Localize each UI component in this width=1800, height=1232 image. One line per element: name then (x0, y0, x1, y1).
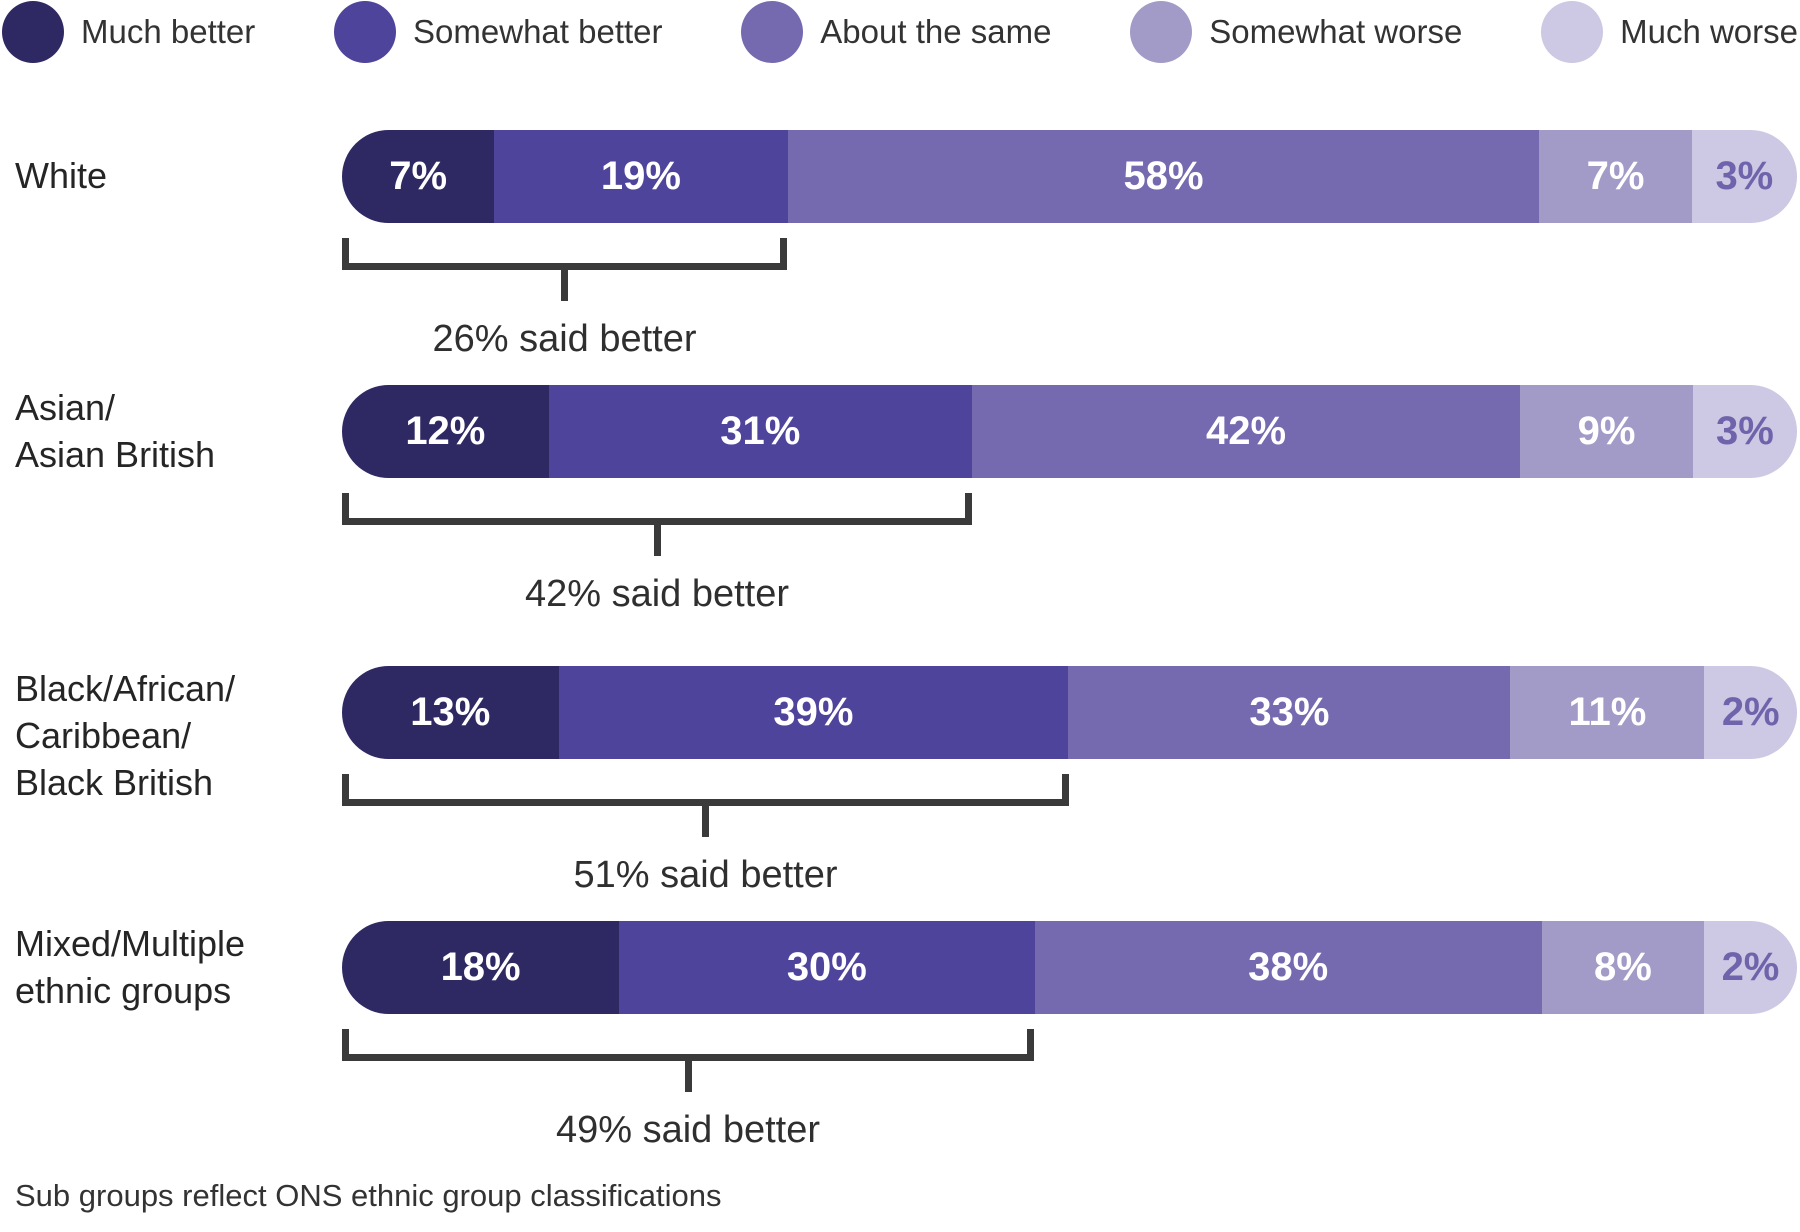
bar-segment-much-worse: 3% (1691, 130, 1797, 223)
segment-value-label: 58% (1123, 154, 1204, 198)
legend-label: Somewhat worse (1209, 13, 1463, 50)
segment-value-label: 7% (389, 154, 448, 198)
bar-segment-much-worse: 3% (1692, 385, 1797, 478)
segment-value-label: 13% (410, 690, 491, 734)
footnote: Sub groups reflect ONS ethnic group clas… (15, 1178, 722, 1213)
bar-segment-much-worse: 2% (1704, 666, 1797, 759)
segment-value-label: 9% (1577, 409, 1636, 453)
bar-segment-somewhat-worse: 7% (1539, 130, 1692, 223)
bar-segment-much-worse: 2% (1703, 921, 1797, 1014)
bar-area: 7% 19% 58% 7% 3% 26% said better (342, 130, 1800, 361)
bar-segment-somewhat-better: 31% (548, 385, 972, 478)
segment-value-label: 3% (1716, 409, 1774, 453)
said-better-label: 42% said better (524, 573, 790, 615)
bar-segment-much-better: 7% (342, 130, 495, 223)
segment-value-label: 2% (1721, 945, 1780, 989)
segment-value-label: 11% (1568, 690, 1647, 734)
stacked-bar: 7% 19% 58% 7% 3% (342, 130, 1797, 223)
bracket-line (342, 238, 787, 270)
legend-label: About the same (820, 13, 1052, 50)
bracket-stem (702, 806, 709, 837)
stacked-bar: 13% 39% 33% 11% 2% (342, 666, 1797, 759)
legend-item-somewhat-better: Somewhat better (334, 1, 663, 63)
segment-value-label: 39% (773, 690, 854, 734)
row-label: Mixed/Multiple ethnic groups (15, 923, 246, 1011)
bar-segment-much-better: 12% (342, 385, 549, 478)
segment-value-label: 7% (1586, 154, 1645, 198)
segment-value-label: 33% (1249, 690, 1330, 734)
segment-value-label: 30% (786, 945, 867, 989)
legend-swatch-circle (1130, 1, 1193, 63)
legend-item-somewhat-worse: Somewhat worse (1130, 1, 1462, 63)
legend-label: Somewhat better (413, 13, 663, 50)
bar-segment-somewhat-better: 19% (494, 130, 788, 223)
said-better-bracket: 42% said better (342, 493, 972, 616)
segment-value-label: 42% (1206, 409, 1287, 453)
bar-segment-somewhat-worse: 9% (1520, 385, 1693, 478)
segment-value-label: 31% (720, 409, 801, 453)
bar-segment-somewhat-better: 39% (558, 666, 1069, 759)
bracket-line (342, 1029, 1034, 1061)
said-better-label: 26% said better (432, 318, 697, 360)
bracket-stem (561, 270, 568, 301)
bar-area: 12% 31% 42% 9% 3% 42% said better (342, 385, 1800, 616)
segment-value-label: 3% (1715, 154, 1774, 198)
row-label: Asian/ Asian British (15, 387, 216, 475)
legend-swatch-circle (2, 1, 64, 63)
bar-segment-somewhat-worse: 11% (1510, 666, 1705, 759)
chart-row-mixed: Mixed/Multiple ethnic groups 18% 30% 38%… (0, 921, 1800, 1152)
chart-row-white: White 7% 19% 58% 7% 3% 26% said better (0, 130, 1800, 361)
said-better-bracket: 26% said better (342, 238, 787, 361)
legend-label: Much worse (1620, 13, 1798, 50)
bar-segment-somewhat-worse: 8% (1541, 921, 1704, 1014)
segment-value-label: 12% (405, 409, 486, 453)
legend: Much better Somewhat better About the sa… (0, 0, 1800, 64)
segment-value-label: 8% (1594, 945, 1652, 989)
segment-value-label: 19% (600, 154, 681, 198)
chart-row-asian: Asian/ Asian British 12% 31% 42% 9% 3% 4… (0, 385, 1800, 616)
bar-area: 18% 30% 38% 8% 2% 49% said better (342, 921, 1800, 1152)
segment-value-label: 38% (1248, 945, 1329, 989)
bar-segment-about-the-same: 42% (971, 385, 1521, 478)
bar-segment-about-the-same: 38% (1034, 921, 1542, 1014)
legend-item-much-better: Much better (2, 1, 255, 63)
chart-row-black: Black/African/ Caribbean/ Black British … (0, 666, 1800, 897)
bracket-line (342, 493, 972, 525)
bar-segment-about-the-same: 33% (1068, 666, 1511, 759)
said-better-label: 49% said better (555, 1109, 821, 1151)
bracket-stem (653, 525, 661, 556)
stacked-bar: 12% 31% 42% 9% 3% (342, 385, 1797, 478)
said-better-label: 51% said better (573, 854, 838, 896)
said-better-bracket: 51% said better (342, 774, 1069, 897)
row-label: White (15, 155, 108, 197)
said-better-bracket: 49% said better (342, 1029, 1034, 1152)
legend-label: Much better (81, 13, 256, 50)
bar-segment-somewhat-better: 30% (619, 921, 1035, 1014)
bar-segment-much-better: 13% (342, 666, 559, 759)
bar-segment-much-better: 18% (342, 921, 620, 1014)
legend-swatch-circle (1541, 1, 1604, 63)
bar-area: 13% 39% 33% 11% 2% 51% said better (342, 666, 1800, 897)
bar-segment-about-the-same: 58% (787, 130, 1540, 223)
bracket-stem (684, 1061, 692, 1092)
stacked-bar: 18% 30% 38% 8% 2% (342, 921, 1797, 1014)
segment-value-label: 2% (1721, 690, 1780, 734)
row-label: Black/African/ Caribbean/ Black British (15, 668, 236, 803)
legend-item-much-worse: Much worse (1541, 1, 1798, 63)
legend-swatch-circle (741, 1, 804, 63)
segment-value-label: 18% (440, 945, 521, 989)
legend-item-about-the-same: About the same (741, 1, 1051, 63)
legend-swatch-circle (334, 1, 397, 63)
bracket-line (342, 774, 1069, 806)
